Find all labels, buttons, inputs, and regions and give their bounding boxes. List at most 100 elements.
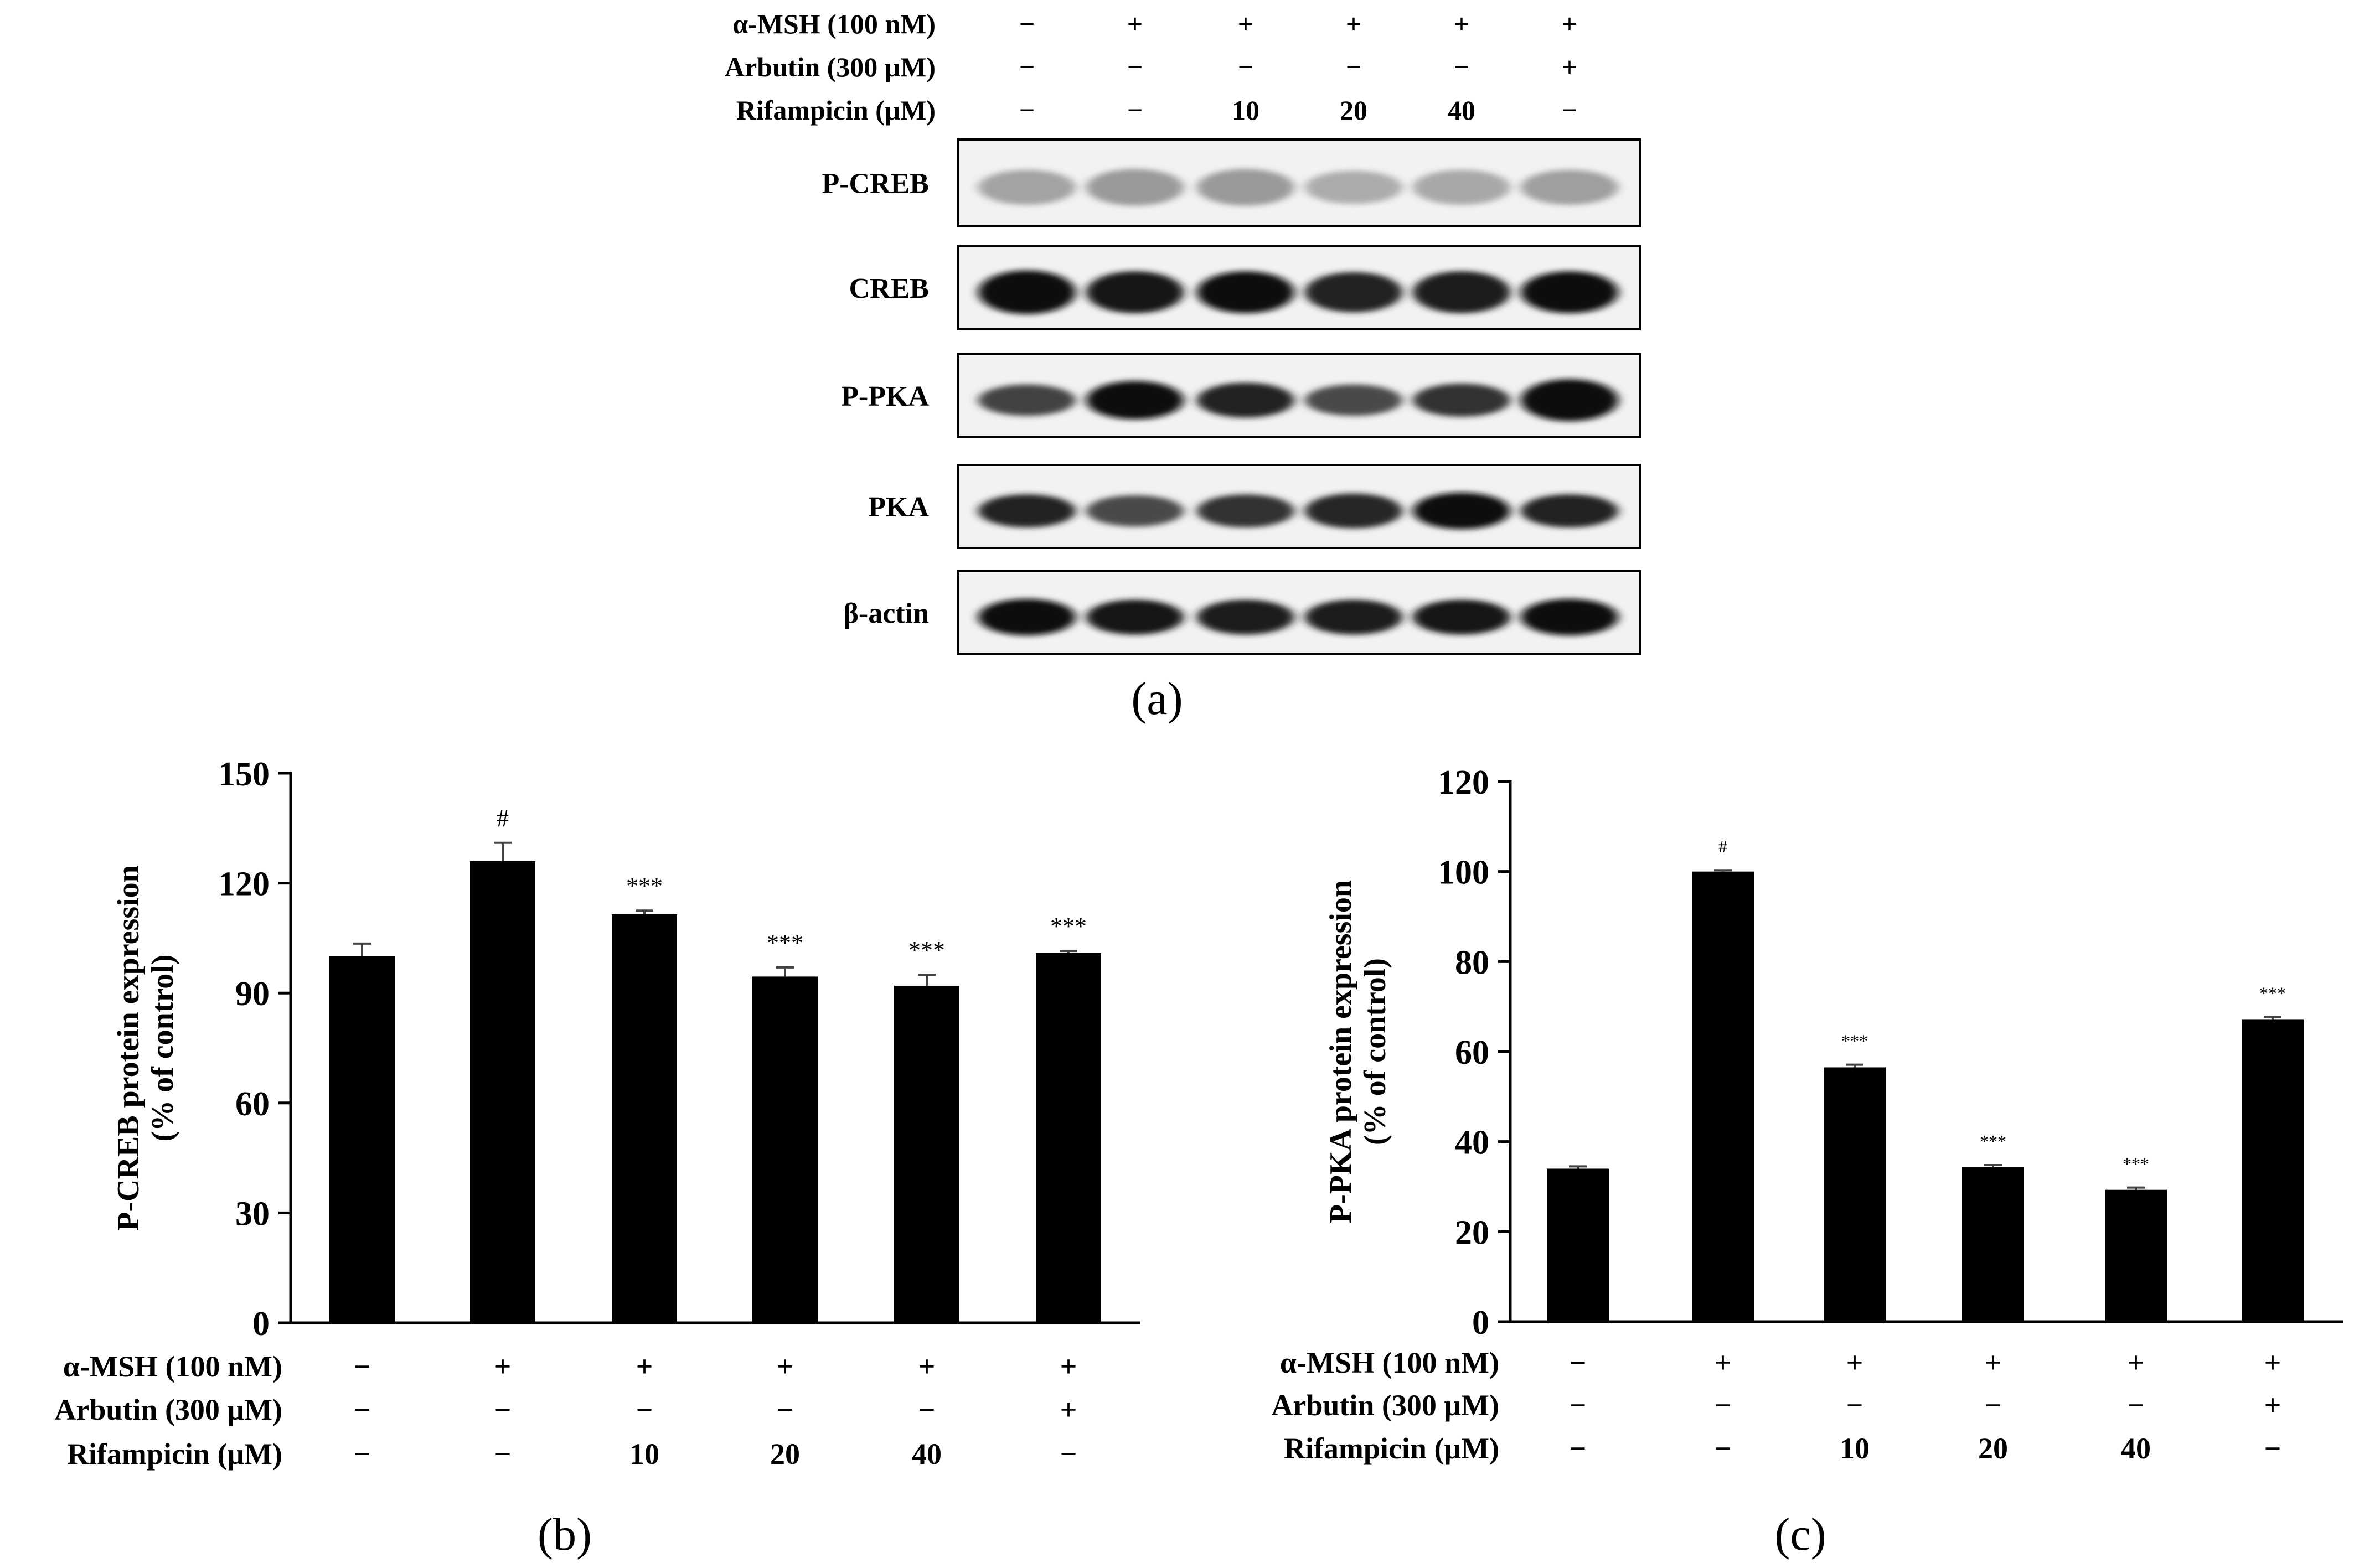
condition-value: −	[354, 1350, 371, 1383]
blot-row-label: P-PKA	[841, 381, 929, 412]
blot-condition-value: 10	[1232, 95, 1259, 126]
bar	[470, 861, 535, 1323]
condition-value: +	[636, 1350, 653, 1383]
condition-value: +	[2128, 1346, 2145, 1379]
bar	[1036, 953, 1101, 1323]
y-tick-label: 20	[1455, 1214, 1489, 1251]
bar	[1692, 871, 1754, 1322]
condition-value: 40	[2121, 1432, 2151, 1465]
significance-marker: #	[497, 805, 509, 832]
condition-label: Rifampicin (μM)	[1284, 1432, 1499, 1465]
blot-band	[1086, 599, 1184, 635]
condition-value: −	[354, 1437, 371, 1471]
bar	[1547, 1168, 1609, 1322]
blot-p-pka	[957, 353, 1641, 438]
blot-band	[1197, 494, 1294, 527]
blot-condition-label: α-MSH (100 nM)	[732, 8, 936, 39]
significance-marker: #	[1718, 836, 1727, 856]
significance-marker: ***	[1050, 913, 1087, 940]
condition-label: Arbutin (300 μM)	[54, 1393, 282, 1426]
p-creb-chart: 0 30 60 90 120 150 P-CREB protein expression(%…	[54, 755, 1140, 1471]
blot-creb	[957, 245, 1641, 330]
condition-value: −	[1715, 1389, 1732, 1422]
blot-band	[1521, 271, 1618, 313]
condition-value: 20	[1978, 1432, 2008, 1465]
condition-label: Rifampicin (μM)	[67, 1437, 282, 1471]
blot-band	[1413, 599, 1510, 635]
blot-band	[1413, 271, 1510, 313]
blot-condition-value: +	[1562, 8, 1578, 39]
condition-value: +	[1060, 1393, 1077, 1426]
panel-label-b: (b)	[538, 1509, 592, 1560]
condition-label: Arbutin (300 μM)	[1271, 1389, 1499, 1422]
blot-condition-value: −	[1562, 95, 1578, 126]
condition-value: −	[1570, 1346, 1587, 1379]
blot-condition-value: −	[1127, 95, 1143, 126]
condition-value: −	[494, 1393, 512, 1426]
blot-band	[1521, 379, 1618, 421]
blot--actin	[957, 570, 1641, 655]
y-axis-label-line2: (% of control)	[1358, 958, 1392, 1145]
condition-value: −	[636, 1393, 653, 1426]
blot-band	[1413, 169, 1510, 205]
blot-condition-value: +	[1454, 8, 1470, 39]
blot-band	[1305, 384, 1402, 416]
significance-marker: ***	[626, 872, 663, 899]
y-tick-label: 60	[235, 1085, 270, 1123]
condition-value: −	[918, 1393, 936, 1426]
blot-condition-value: −	[1238, 51, 1254, 82]
panel-label-c: (c)	[1774, 1509, 1826, 1560]
y-tick-label: 150	[218, 755, 270, 793]
y-tick-label: 100	[1438, 854, 1489, 892]
significance-marker: ***	[1841, 1031, 1868, 1051]
blot-band	[1197, 599, 1294, 635]
condition-value: −	[1846, 1389, 1863, 1422]
blot-band	[1305, 493, 1402, 529]
bar	[1962, 1167, 2024, 1322]
condition-value: +	[777, 1350, 794, 1383]
condition-value: −	[2128, 1389, 2145, 1422]
blot-band	[978, 169, 1076, 205]
blot-band	[1197, 271, 1294, 313]
condition-value: +	[2264, 1389, 2281, 1422]
condition-value: −	[1060, 1437, 1077, 1471]
bar	[329, 956, 395, 1323]
y-tick-label: 80	[1455, 944, 1489, 981]
blot-band	[978, 598, 1076, 636]
y-axis-label-line1: P-PKA protein expression	[1324, 880, 1358, 1223]
blot-condition-label: Rifampicin (μM)	[736, 95, 936, 126]
significance-marker: ***	[2259, 983, 2286, 1003]
bar	[894, 985, 959, 1323]
condition-value: 10	[629, 1437, 659, 1471]
condition-label: α-MSH (100 nM)	[1280, 1346, 1499, 1379]
blot-row-label: P-CREB	[822, 168, 929, 200]
condition-value: −	[2264, 1432, 2281, 1465]
blot-row-label: CREB	[849, 273, 929, 304]
blot-condition-value: +	[1127, 8, 1143, 39]
blot-band	[1305, 272, 1402, 313]
blot-band	[1413, 492, 1510, 530]
blot-row-label: PKA	[868, 491, 929, 523]
blot-condition-value: −	[1019, 95, 1035, 126]
condition-value: +	[1715, 1346, 1732, 1379]
condition-value: +	[918, 1350, 936, 1383]
y-tick-label: 60	[1455, 1034, 1489, 1072]
blot-condition-value: −	[1019, 8, 1035, 39]
condition-value: +	[1060, 1350, 1077, 1383]
blot-band	[1086, 271, 1184, 313]
blot-condition-value: +	[1346, 8, 1362, 39]
bar	[2105, 1189, 2167, 1322]
bar	[752, 976, 818, 1323]
blot-band	[978, 270, 1076, 314]
y-tick-label: 0	[252, 1305, 270, 1343]
blot-band	[978, 494, 1076, 527]
p-pka-chart: 0 20 40 60 80 100 120 P-PKA protein expression(…	[1271, 764, 2343, 1465]
blot-condition-value: +	[1562, 51, 1578, 82]
blot-condition-value: 20	[1340, 95, 1367, 126]
condition-value: 10	[1840, 1432, 1870, 1465]
significance-marker: ***	[2123, 1154, 2149, 1174]
condition-value: 20	[770, 1437, 800, 1471]
blot-band	[1305, 170, 1402, 204]
blot-band	[1197, 169, 1294, 206]
